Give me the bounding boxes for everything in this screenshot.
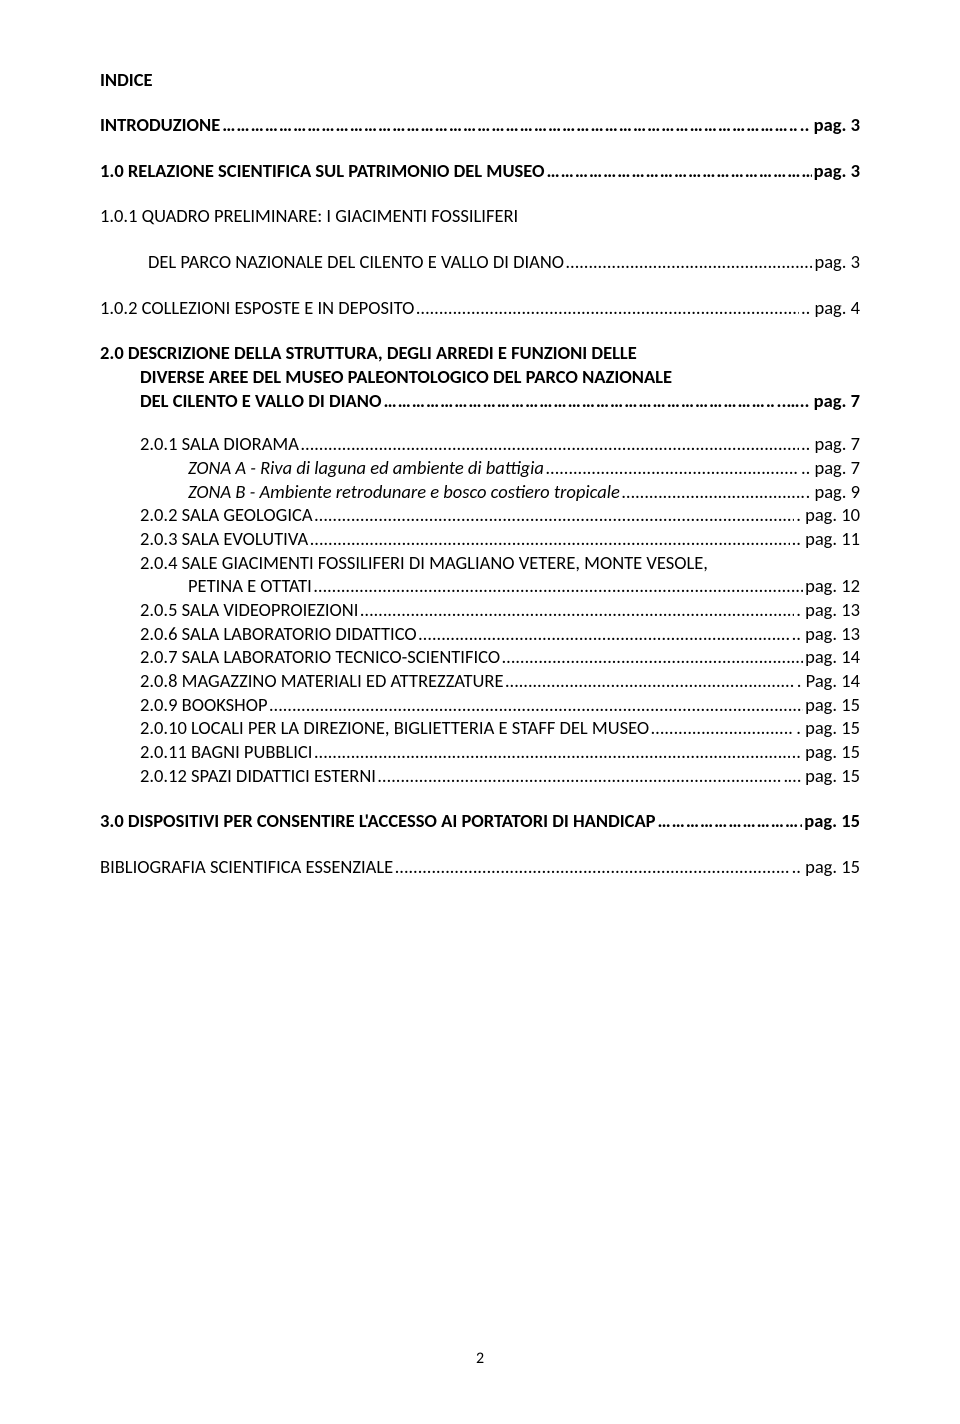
toc-entry: 2.0 DESCRIZIONE DELLA STRUTTURA, DEGLI A…: [100, 341, 860, 365]
toc-label: 2.0.7 SALA LABORATORIO TECNICO-SCIENTIFI…: [140, 645, 500, 669]
toc-leader: [270, 693, 804, 717]
toc-leader: [360, 598, 794, 622]
toc-label: DEL PARCO NAZIONALE DEL CILENTO E VALLO …: [148, 250, 564, 274]
toc-pageref: . Pag. 14: [797, 669, 860, 693]
toc-label: 2.0.3 SALA EVOLUTIVA: [140, 527, 308, 551]
toc-pageref: .. pag. 7: [801, 432, 860, 456]
toc-entry: 2.0.6 SALA LABORATORIO DIDATTICO .. pag.…: [140, 622, 860, 646]
toc-leader: [658, 809, 803, 833]
toc-pageref: .. pag. 15: [792, 740, 860, 764]
toc-label: 2.0.8 MAGAZZINO MATERIALI ED ATTREZZATUR…: [140, 669, 504, 693]
toc-pageref: pag. 15: [804, 809, 860, 833]
toc-pageref: pag. 15: [805, 693, 860, 717]
toc-leader: [315, 503, 795, 527]
toc-leader: [378, 764, 782, 788]
toc-entry: DEL PARCO NAZIONALE DEL CILENTO E VALLO …: [100, 250, 860, 274]
toc-label: 2.0.11 BAGNI PUBBLICI: [140, 740, 312, 764]
toc-label: PETINA E OTTATI: [188, 574, 312, 598]
toc-entry: 1.0.1 QUADRO PRELIMINARE: I GIACIMENTI F…: [100, 204, 860, 228]
toc-label: 2.0.2 SALA GEOLOGICA: [140, 503, 313, 527]
toc-label: ZONA A - Riva di laguna ed ambiente di b…: [188, 456, 544, 480]
toc-entry: 2.0.10 LOCALI PER LA DIREZIONE, BIGLIETT…: [140, 716, 860, 740]
toc-entry: 2.0.1 SALA DIORAMA .. pag. 7: [140, 432, 860, 456]
toc-entry: 1.0.2 COLLEZIONI ESPOSTE E IN DEPOSITO .…: [100, 296, 860, 320]
toc-leader: [395, 855, 789, 879]
toc-pageref: . pag. 9: [806, 480, 860, 504]
toc-label: 2.0.5 SALA VIDEOPROIEZIONI: [140, 598, 358, 622]
toc-label: 2.0.1 SALA DIORAMA: [140, 432, 299, 456]
toc-entry: 2.0.2 SALA GEOLOGICA . pag. 10: [140, 503, 860, 527]
toc-pageref: pag. 3: [814, 159, 860, 183]
toc-pageref: .. pag. 4: [801, 296, 860, 320]
toc-label: 1.0 RELAZIONE SCIENTIFICA SUL PATRIMONIO…: [100, 159, 545, 183]
toc-entry: 2.0.5 SALA VIDEOPROIEZIONI . pag. 13: [140, 598, 860, 622]
toc-leader: [314, 574, 803, 598]
toc-leader: [546, 456, 799, 480]
toc-label: 2.0.10 LOCALI PER LA DIREZIONE, BIGLIETT…: [140, 716, 649, 740]
toc-label: INTRODUZIONE: [100, 113, 220, 137]
toc-entry: 2.0.9 BOOKSHOP pag. 15: [140, 693, 860, 717]
toc-leader: [310, 527, 789, 551]
toc-label: BIBLIOGRAFIA SCIENTIFICA ESSENZIALE: [100, 855, 393, 879]
toc-label: 1.0.1 QUADRO PRELIMINARE: I GIACIMENTI F…: [100, 204, 518, 227]
toc-label: 2.0.6 SALA LABORATORIO DIDATTICO: [140, 622, 417, 646]
toc-leader: [566, 250, 812, 274]
toc-entry: 2.0.12 SPAZI DIDATTICI ESTERNI .… pag. 1…: [140, 764, 860, 788]
toc-leader: [419, 622, 790, 646]
toc-pageref: pag. 12: [805, 574, 860, 598]
toc-pageref: . pag. 10: [796, 503, 860, 527]
toc-pageref: pag. 3: [814, 250, 860, 274]
toc-entry: BIBLIOGRAFIA SCIENTIFICA ESSENZIALE .. p…: [100, 855, 860, 879]
toc-pageref: .. pag. 7: [801, 456, 860, 480]
toc-pageref: . pag. 13: [796, 598, 860, 622]
toc-label: 2.0.12 SPAZI DIDATTICI ESTERNI: [140, 764, 376, 788]
toc-leader: [547, 159, 812, 183]
page-number: 2: [0, 1349, 960, 1368]
toc-title: INDICE: [100, 68, 860, 91]
toc-label: 3.0 DISPOSITIVI PER CONSENTIRE L'ACCESSO…: [100, 809, 656, 833]
toc-leader: [622, 480, 804, 504]
toc-leader: [314, 740, 789, 764]
toc-leader: [222, 113, 797, 137]
toc-entry: INTRODUZIONE .. pag. 3: [100, 113, 860, 137]
document-page: INDICE INTRODUZIONE .. pag. 3 1.0 RELAZI…: [0, 0, 960, 1424]
toc-entry: 2.0.11 BAGNI PUBBLICI .. pag. 15: [140, 740, 860, 764]
toc-leader: [301, 432, 799, 456]
toc-pageref: . pag. 15: [796, 716, 860, 740]
toc-entry: 2.0.7 SALA LABORATORIO TECNICO-SCIENTIFI…: [140, 645, 860, 669]
toc-entry: ZONA B - Ambiente retrodunare e bosco co…: [140, 480, 860, 504]
toc-pageref: .. pag. 3: [800, 113, 860, 137]
toc-pageref: pag. 14: [805, 645, 860, 669]
toc-label: 2.0 DESCRIZIONE DELLA STRUTTURA, DEGLI A…: [100, 341, 637, 364]
toc-leader: [416, 296, 799, 320]
toc-entry: 1.0 RELAZIONE SCIENTIFICA SUL PATRIMONIO…: [100, 159, 860, 183]
toc-pageref: ..….. pag. 7: [777, 389, 860, 413]
toc-entry: 3.0 DISPOSITIVI PER CONSENTIRE L'ACCESSO…: [100, 809, 860, 833]
toc-label: DIVERSE AREE DEL MUSEO PALEONTOLOGICO DE…: [140, 365, 672, 388]
toc-entry: 2.0.3 SALA EVOLUTIVA .. pag. 11: [140, 527, 860, 551]
toc-entry: 2.0.8 MAGAZZINO MATERIALI ED ATTREZZATUR…: [140, 669, 860, 693]
toc-pageref: .. pag. 11: [792, 527, 860, 551]
toc-label: 2.0.9 BOOKSHOP: [140, 693, 268, 717]
toc-pageref: .… pag. 15: [783, 764, 860, 788]
toc-leader: [506, 669, 795, 693]
toc-leader: [383, 389, 774, 413]
toc-leader: [651, 716, 794, 740]
toc-label: ZONA B - Ambiente retrodunare e bosco co…: [188, 480, 620, 504]
toc-pageref: .. pag. 15: [792, 855, 860, 879]
toc-label: 1.0.2 COLLEZIONI ESPOSTE E IN DEPOSITO: [100, 296, 414, 320]
toc-entry: 2.0.4 SALE GIACIMENTI FOSSILIFERI DI MAG…: [140, 551, 860, 575]
toc-entry: DIVERSE AREE DEL MUSEO PALEONTOLOGICO DE…: [140, 365, 860, 389]
toc-entry: PETINA E OTTATI pag. 12: [140, 574, 860, 598]
toc-leader: [502, 645, 803, 669]
toc-entry: DEL CILENTO E VALLO DI DIANO ..….. pag. …: [140, 389, 860, 413]
toc-label: DEL CILENTO E VALLO DI DIANO: [140, 389, 381, 413]
toc-entry: ZONA A - Riva di laguna ed ambiente di b…: [140, 456, 860, 480]
toc-label: 2.0.4 SALE GIACIMENTI FOSSILIFERI DI MAG…: [140, 551, 708, 574]
toc-pageref: .. pag. 13: [792, 622, 860, 646]
